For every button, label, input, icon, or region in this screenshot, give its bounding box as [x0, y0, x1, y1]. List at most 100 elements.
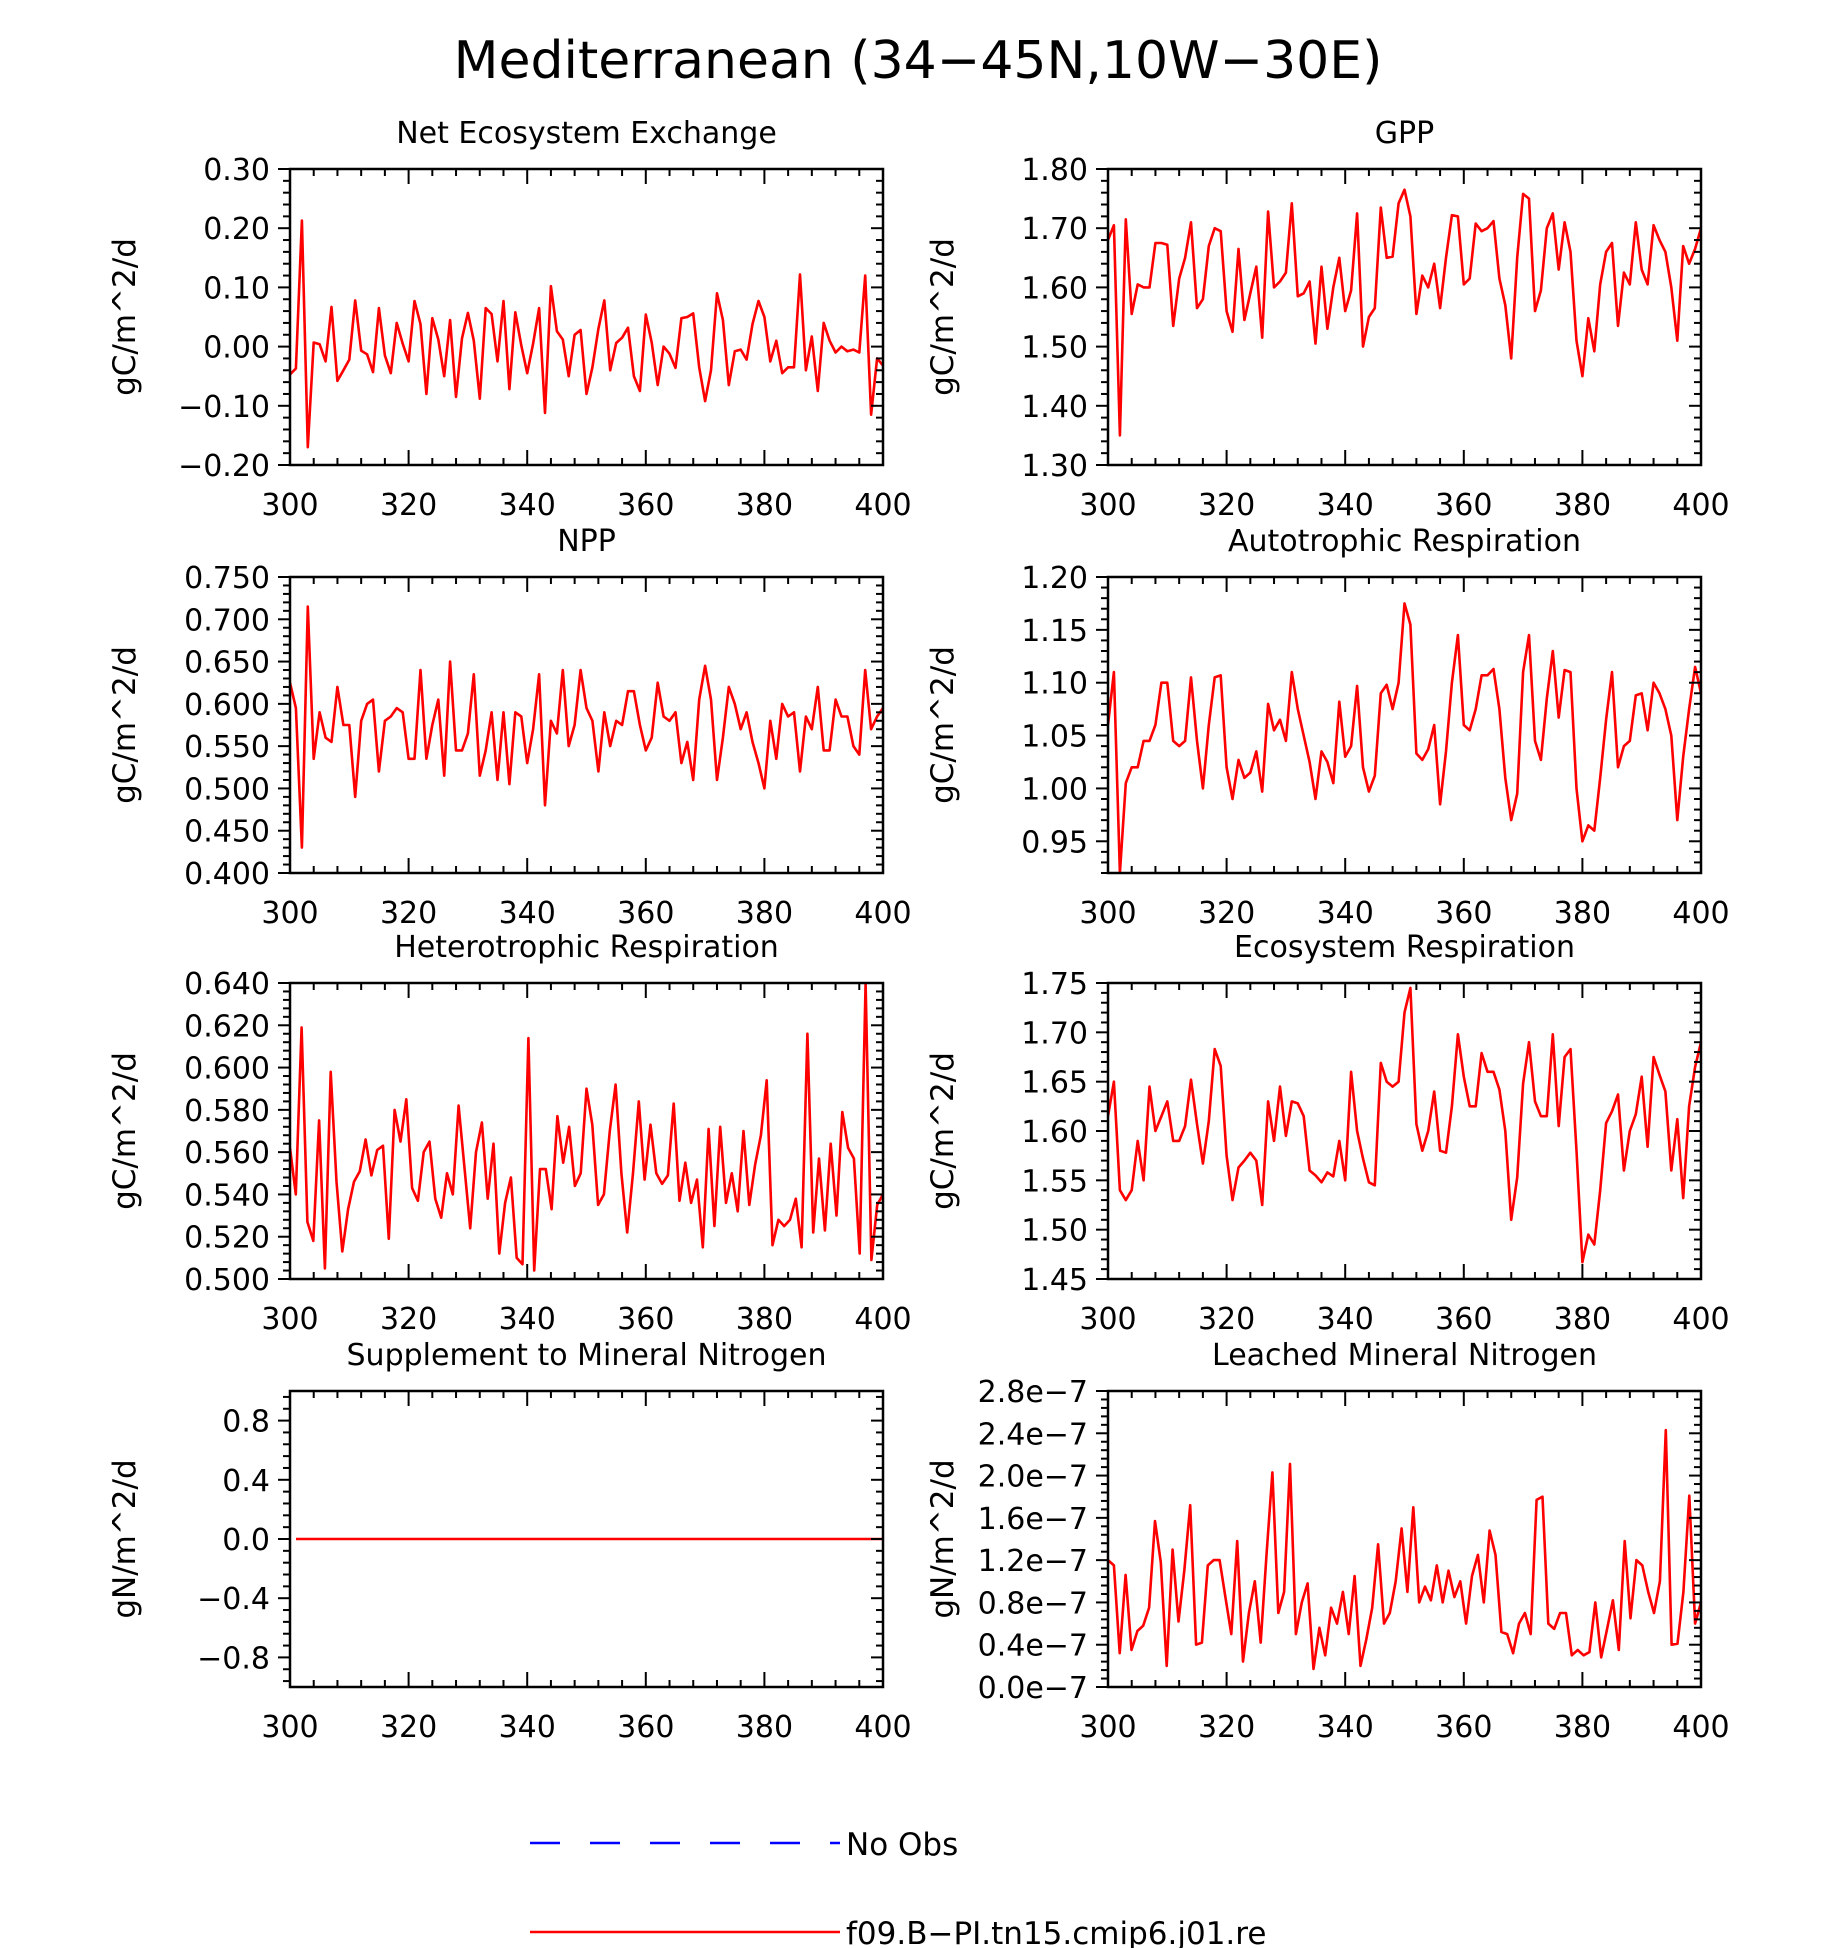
y-tick-label: 0.500 — [184, 1263, 270, 1298]
panel-title: NPP — [557, 524, 616, 559]
y-tick-label: −0.8 — [197, 1641, 270, 1676]
y-tick-label: 0.4 — [222, 1464, 270, 1499]
y-tick-label: 0.0e−7 — [978, 1671, 1088, 1706]
y-tick-label: 0.8 — [222, 1405, 270, 1440]
x-tick-label: 360 — [617, 1710, 674, 1745]
y-tick-label: 1.2e−7 — [978, 1544, 1088, 1579]
x-tick-label: 340 — [499, 488, 556, 523]
x-tick-label: 300 — [261, 1302, 318, 1337]
x-tick-label: 300 — [261, 488, 318, 523]
x-tick-label: 300 — [1079, 1302, 1136, 1337]
legend-label-model-run: f09.B−PI.tn15.cmip6.j01.re — [846, 1916, 1266, 1948]
y-tick-label: 0.700 — [184, 603, 270, 638]
x-tick-label: 360 — [1435, 1302, 1492, 1337]
panel-title: Ecosystem Respiration — [1234, 930, 1575, 965]
legend: No Obs f09.B−PI.tn15.cmip6.j01.re — [530, 1827, 1266, 1948]
panel-title: Supplement to Mineral Nitrogen — [347, 1338, 827, 1373]
panel-2: NPP gC/m^2/d 300 320 340 360 380 400 0.400 0.450 0… — [107, 524, 912, 931]
y-tick-label: 0.650 — [184, 646, 270, 681]
x-tick-label: 380 — [1554, 1710, 1611, 1745]
plot-frame — [288, 981, 885, 1281]
panel-5: Ecosystem Respiration gC/m^2/d 300 320 340 36… — [925, 930, 1730, 1337]
y-tick-label: 0.550 — [184, 730, 270, 765]
x-tick-label: 340 — [1317, 1302, 1374, 1337]
y-tick-label: 0.4e−7 — [978, 1629, 1088, 1664]
x-tick-label: 360 — [617, 488, 674, 523]
y-axis-label: gN/m^2/d — [925, 1459, 961, 1618]
x-tick-label: 360 — [1435, 488, 1492, 523]
x-tick-label: 400 — [854, 1710, 911, 1745]
y-axis-label: gC/m^2/d — [925, 238, 961, 396]
x-tick-label: 400 — [1672, 488, 1729, 523]
y-tick-label: 0.00 — [203, 331, 270, 366]
y-tick-label: 0.600 — [184, 1052, 270, 1087]
plot-frame — [1106, 575, 1703, 875]
y-tick-label: 0.500 — [184, 772, 270, 807]
legend-label-no-obs: No Obs — [846, 1827, 958, 1863]
x-tick-label: 400 — [854, 488, 911, 523]
plot-frame — [1106, 1389, 1703, 1689]
y-tick-label: 1.6e−7 — [978, 1502, 1088, 1537]
y-tick-label: 1.40 — [1021, 390, 1088, 425]
x-tick-label: 320 — [380, 896, 437, 931]
panel-6: Supplement to Mineral Nitrogen gN/m^2/d 30… — [107, 1338, 912, 1745]
y-tick-label: 0.750 — [184, 561, 270, 596]
x-tick-label: 300 — [1079, 1710, 1136, 1745]
y-tick-label: 1.00 — [1021, 772, 1088, 807]
y-axis-label: gC/m^2/d — [925, 646, 961, 804]
x-tick-label: 300 — [1079, 488, 1136, 523]
y-tick-label: 1.45 — [1021, 1263, 1088, 1298]
panel-grid: Net Ecosystem Exchange gC/m^2/d 300 320 340 3… — [107, 116, 1730, 1745]
y-tick-label: 0.400 — [184, 857, 270, 892]
y-tick-label: 0.95 — [1021, 825, 1088, 860]
y-tick-label: −0.4 — [197, 1582, 270, 1617]
y-axis-label: gC/m^2/d — [107, 238, 143, 396]
y-tick-label: 1.65 — [1021, 1066, 1088, 1101]
panel-title: GPP — [1375, 116, 1434, 151]
y-tick-label: 1.80 — [1021, 153, 1088, 188]
y-axis-label: gC/m^2/d — [107, 1052, 143, 1210]
y-axis-label: gC/m^2/d — [107, 646, 143, 804]
panel-title: Autotrophic Respiration — [1228, 524, 1581, 559]
x-tick-label: 340 — [1317, 488, 1374, 523]
x-tick-label: 360 — [1435, 896, 1492, 931]
y-tick-label: 1.10 — [1021, 667, 1088, 702]
series-line — [1108, 986, 1701, 1264]
y-tick-label: 1.70 — [1021, 212, 1088, 247]
x-tick-label: 380 — [736, 1710, 793, 1745]
x-tick-label: 300 — [1079, 896, 1136, 931]
y-tick-label: 1.55 — [1021, 1164, 1088, 1199]
panel-7: Leached Mineral Nitrogen gN/m^2/d 300 320 34… — [925, 1338, 1730, 1745]
y-tick-label: 0.540 — [184, 1178, 270, 1213]
plot-frame — [1106, 167, 1703, 467]
y-axis-label: gC/m^2/d — [925, 1052, 961, 1210]
y-tick-label: 2.4e−7 — [978, 1417, 1088, 1452]
x-tick-label: 320 — [380, 488, 437, 523]
x-tick-label: 380 — [1554, 1302, 1611, 1337]
y-tick-label: 1.20 — [1021, 561, 1088, 596]
series-line — [290, 983, 883, 1272]
y-tick-label: 0.640 — [184, 967, 270, 1002]
x-tick-label: 380 — [1554, 896, 1611, 931]
y-tick-label: 0.30 — [203, 153, 270, 188]
y-tick-label: 1.05 — [1021, 720, 1088, 755]
y-tick-label: 2.8e−7 — [978, 1375, 1088, 1410]
y-tick-label: 0.0 — [222, 1523, 270, 1558]
y-tick-label: 1.50 — [1021, 331, 1088, 366]
x-tick-label: 400 — [1672, 896, 1729, 931]
x-tick-label: 380 — [736, 488, 793, 523]
y-tick-label: 0.580 — [184, 1094, 270, 1129]
x-tick-label: 340 — [499, 1302, 556, 1337]
x-tick-label: 320 — [1198, 488, 1255, 523]
y-tick-label: −0.10 — [178, 390, 270, 425]
figure-title: Mediterranean (34−45N,10W−30E) — [454, 31, 1383, 91]
panel-0: Net Ecosystem Exchange gC/m^2/d 300 320 340 3… — [107, 116, 912, 523]
x-tick-label: 340 — [1317, 896, 1374, 931]
y-tick-label: 1.75 — [1021, 967, 1088, 1002]
x-tick-label: 320 — [380, 1710, 437, 1745]
series-line — [290, 605, 883, 849]
y-tick-label: 0.8e−7 — [978, 1586, 1088, 1621]
y-tick-label: 0.20 — [203, 212, 270, 247]
series-line — [1108, 602, 1701, 873]
